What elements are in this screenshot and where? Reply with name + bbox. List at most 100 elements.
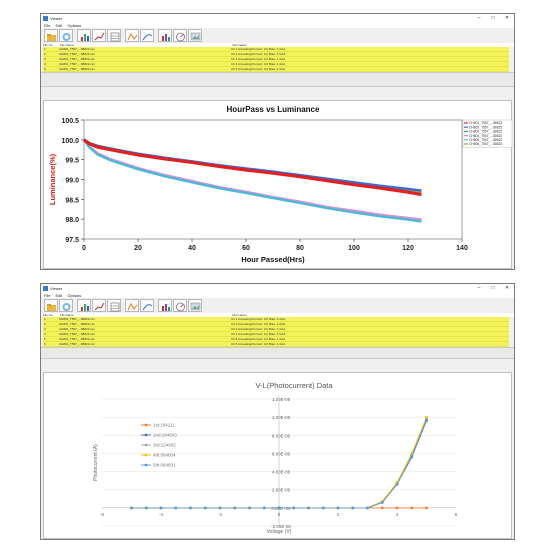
file-no: 2 — [44, 322, 46, 326]
file-info: Ch 5 Annealing/Current: CC Bias: 1.4mA — [231, 67, 286, 71]
series-marker — [174, 506, 178, 510]
menu-options[interactable]: Options — [67, 22, 82, 28]
bar-chart-icon — [81, 34, 89, 41]
menu-options[interactable]: Options — [67, 292, 82, 298]
series-marker — [233, 506, 237, 510]
refresh-button[interactable] — [59, 299, 73, 312]
legend-label: CH803_T557_...88822 — [469, 130, 503, 134]
minimize-button[interactable]: – — [477, 285, 481, 291]
peak-chart-button[interactable] — [125, 29, 139, 42]
legend-label: 4th:084604 — [153, 453, 176, 458]
close-button[interactable]: ✕ — [504, 285, 510, 291]
y-tick-label: 4.00E-06 — [272, 470, 291, 475]
file-name: CH801_T557_...88822.csv — [59, 47, 95, 51]
file-list: 1 CH801_T557_...88822.csv Ch 1 Annealing/C… — [43, 47, 509, 72]
curve-chart-button[interactable] — [140, 299, 154, 312]
series-marker — [130, 506, 133, 510]
file-name: CH801_T557_...88822.csv — [59, 337, 95, 341]
gauge-button[interactable] — [173, 299, 187, 312]
curve-chart-button[interactable] — [140, 29, 154, 42]
open-folder-button[interactable] — [44, 29, 58, 42]
file-row[interactable]: 4 CH801_T557_...88822.csv Ch 4 Annealing/C… — [43, 62, 509, 67]
legend-marker — [144, 453, 148, 457]
menu-edit[interactable]: Edit — [55, 22, 63, 28]
bar-chart-button[interactable] — [77, 29, 91, 42]
file-info: Ch 4 Annealing/Current: CC Bias: 1.4mA — [231, 62, 286, 66]
file-name: CH801_T557_...88822.csv — [59, 327, 95, 331]
gauge-icon — [176, 32, 185, 42]
file-row[interactable]: 1 CH801_T557_...88822.csv Ch 1 Annealing/C… — [43, 317, 509, 322]
minimize-button[interactable]: – — [477, 15, 481, 21]
series-marker — [380, 506, 384, 510]
menu-file[interactable]: File — [44, 292, 51, 298]
file-info: Ch 6 Annealing/Current: CC Bias: 1.4mA — [231, 342, 286, 346]
file-row[interactable]: 4 CH801_T557_...88822.csv Ch 4 Annealing/C… — [43, 332, 509, 337]
legend-label: 2nd:184603 — [153, 433, 177, 438]
hourpass-luminance-chart: HourPass vs Luminance 97.5 98.0 98.5 99.0 99.… — [48, 105, 513, 264]
series-marker — [277, 506, 281, 510]
legend-marker — [144, 463, 148, 467]
color-chart-button[interactable] — [158, 299, 172, 312]
series-marker — [292, 506, 296, 510]
series-marker — [218, 506, 222, 510]
image-button[interactable] — [188, 299, 202, 312]
chart-area: V-L(Photocurrent) Data -2.00E-06 0.00E+00 2… — [43, 372, 512, 539]
legend-label: 5th:084601 — [153, 463, 176, 468]
table-button[interactable] — [107, 299, 121, 312]
pencil-chart-button[interactable] — [92, 29, 106, 42]
bar-chart-button[interactable] — [77, 299, 91, 312]
file-no: 6 — [44, 342, 46, 346]
x-tick-label: 140 — [456, 245, 468, 252]
col-file-name: File Name — [60, 313, 74, 317]
series-marker — [425, 418, 428, 422]
image-icon — [190, 32, 201, 41]
open-folder-button[interactable] — [44, 299, 58, 312]
file-row[interactable]: 3 CH801_T557_...88822.csv Ch 3 Annealing/C… — [43, 327, 509, 332]
maximize-button[interactable]: □ — [491, 285, 495, 291]
menu-edit[interactable]: Edit — [55, 292, 63, 298]
file-row[interactable]: 2 CH801_T557_...88822.csv Ch 2 Annealing/C… — [43, 52, 509, 57]
file-row[interactable]: 1 CH801_T557_...88822.csv Ch 1 Annealing/C… — [43, 47, 509, 52]
col-file-no: File No. — [43, 313, 54, 317]
file-row[interactable]: 2 CH801_T557_...88822.csv Ch 2 Annealing/C… — [43, 322, 509, 327]
maximize-button[interactable]: □ — [491, 15, 495, 21]
y-tick-label: 99.5 — [65, 158, 79, 165]
table-button[interactable] — [107, 29, 121, 42]
y-tick-label: 97.5 — [65, 237, 79, 244]
x-tick-label: -2 — [218, 512, 222, 517]
chart-area: HourPass vs Luminance 97.5 98.0 98.5 99.0 99.… — [43, 100, 513, 269]
y-tick-label: 6.00E-06 — [272, 451, 291, 456]
color-chart-button[interactable] — [158, 29, 172, 42]
x-tick-label: 4 — [396, 512, 399, 517]
image-button[interactable] — [188, 29, 202, 42]
file-row[interactable]: 6 CH801_T557_...88822.csv Ch 6 Annealing/C… — [43, 342, 509, 347]
open-folder-icon — [47, 34, 56, 41]
file-row[interactable]: 5 CH801_T557_...88822.csv Ch 5 Annealing/C… — [43, 337, 509, 342]
refresh-button[interactable] — [59, 29, 73, 42]
file-no: 3 — [44, 327, 46, 331]
legend-marker — [144, 433, 148, 437]
x-tick-label: 0 — [82, 245, 86, 252]
image-icon — [190, 302, 201, 311]
pencil-chart-icon — [94, 302, 105, 311]
file-info: Ch 4 Annealing/Current: CC Bias: 1.4mA — [231, 332, 286, 336]
x-tick-label: -4 — [159, 512, 163, 517]
file-info: Ch 2 Annealing/Current: CC Bias: 1.4mA — [231, 322, 286, 326]
file-name: CH801_T557_...88822.csv — [59, 342, 95, 346]
table-icon — [110, 32, 120, 42]
menu-bar: File Edit Options — [41, 292, 514, 298]
file-row[interactable]: 5 CH801_T557_...88822.csv Ch 5 Annealing/C… — [43, 67, 509, 72]
file-no: 1 — [44, 47, 46, 51]
menu-file[interactable]: File — [44, 22, 51, 28]
pencil-chart-button[interactable] — [92, 299, 106, 312]
legend-label: CH802_T557_...88822 — [469, 125, 503, 129]
gauge-button[interactable] — [173, 29, 187, 42]
col-file-name: File Name — [60, 43, 74, 47]
file-row[interactable]: 3 CH801_T557_...88822.csv Ch 3 Annealing/C… — [43, 57, 509, 62]
file-name: CH801_T557_...88822.csv — [59, 322, 95, 326]
close-button[interactable]: ✕ — [504, 15, 510, 21]
legend-marker — [144, 423, 148, 427]
toolbar — [41, 298, 514, 313]
x-tick-label: 0 — [278, 512, 281, 517]
peak-chart-button[interactable] — [125, 299, 139, 312]
